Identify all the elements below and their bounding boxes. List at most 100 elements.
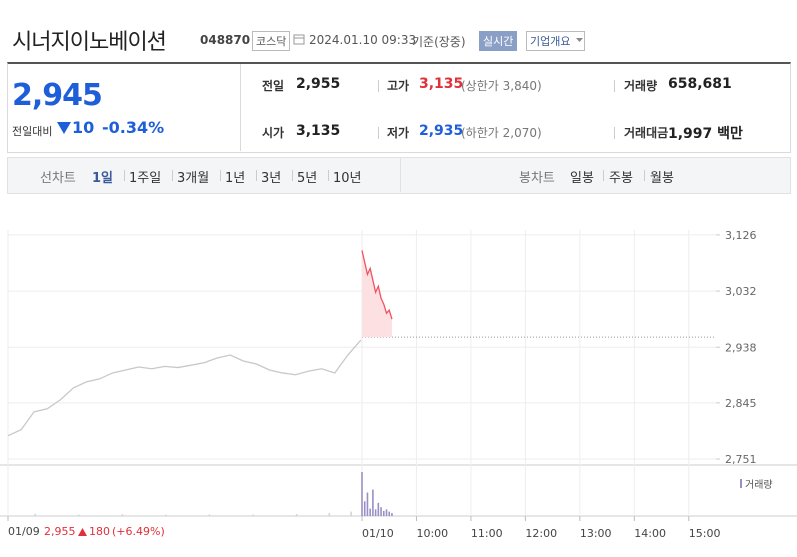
candle-label: 봉차트 <box>519 171 555 186</box>
y-tick-label: 2,751 <box>725 453 757 466</box>
x-tick-label: 13:00 <box>580 527 612 540</box>
period-tab[interactable]: 1주일 <box>129 171 162 186</box>
divider <box>240 64 241 151</box>
volume-bar <box>350 511 352 516</box>
volume-bar <box>377 502 380 516</box>
divider <box>256 170 257 181</box>
stat-value: 3,135 <box>296 123 341 139</box>
price-line <box>7 339 362 437</box>
stat-limit: (하한가 2,070) <box>461 126 542 140</box>
x-tick-label: 12:00 <box>525 527 557 540</box>
volume-bar <box>391 513 393 516</box>
divider <box>614 80 615 92</box>
period-tab[interactable]: 1년 <box>225 171 246 186</box>
divider <box>172 170 173 181</box>
stat-label: 거래량 <box>624 79 658 93</box>
stat-value: 2,935 <box>419 123 464 139</box>
volume-bar <box>295 514 298 516</box>
summary-box <box>7 62 791 153</box>
x-tick-label: 10:00 <box>416 527 448 540</box>
change-label: 전일대비 <box>12 125 53 138</box>
price-line <box>361 250 393 320</box>
stat-limit: (상한가 3,840) <box>461 79 542 93</box>
stat-label: 전일 <box>262 79 285 93</box>
volume-bar <box>382 510 385 516</box>
period-tab[interactable]: 3년 <box>261 171 282 186</box>
period-tab[interactable]: 1일 <box>92 171 114 186</box>
legend-swatch <box>740 479 742 488</box>
y-tick-label: 2,938 <box>725 341 757 354</box>
y-tick-label: 3,126 <box>725 229 757 242</box>
dropdown-icon <box>576 38 583 42</box>
chart: 2,751 2,845 2,938 3,032 3,126 01/10 10:00 11:00… <box>0 229 797 540</box>
divider <box>614 127 615 139</box>
footer-close: 2,955 <box>44 525 76 538</box>
stat-value: 2,955 <box>296 76 341 92</box>
tab-bar <box>7 157 791 194</box>
stock-name: 시너지이노베이션 <box>12 30 167 55</box>
divider <box>220 170 221 181</box>
x-tick-label: 01/10 <box>362 527 394 540</box>
basis: 기준(장중) <box>412 35 466 49</box>
area-fill <box>362 250 392 338</box>
divider <box>292 170 293 181</box>
volume-bar <box>78 514 80 516</box>
volume-bar <box>208 514 211 516</box>
realtime-button[interactable]: 실시간 <box>479 31 518 51</box>
volume-bar <box>369 508 371 516</box>
divider <box>400 158 401 192</box>
period-tab[interactable]: 3개월 <box>177 171 210 186</box>
market-badge: 코스닥 <box>252 31 291 51</box>
period-tab[interactable]: 10년 <box>333 171 362 186</box>
divider <box>124 170 125 181</box>
volume-bar <box>361 472 363 516</box>
volume-bar <box>165 514 167 516</box>
divider <box>644 170 645 181</box>
volume-bar <box>252 514 254 516</box>
candle-tab[interactable]: 월봉 <box>650 171 674 186</box>
y-tick-label: 2,845 <box>725 397 757 410</box>
footer-change-pct: (+6.49%) <box>112 525 165 538</box>
volume-bar <box>388 511 391 516</box>
divider <box>328 170 329 181</box>
volume-bar <box>372 489 374 516</box>
x-tick-label: 14:00 <box>634 527 666 540</box>
footer-change: 180 <box>89 525 110 538</box>
volume-bar <box>366 492 369 516</box>
x-tick-label: 15:00 <box>689 527 721 540</box>
down-arrow <box>57 122 71 134</box>
change-pct: -0.34% <box>102 118 165 137</box>
volume-bar <box>34 513 37 516</box>
candle-tab[interactable]: 주봉 <box>609 171 633 186</box>
divider <box>378 80 379 92</box>
volume-bar <box>374 509 377 516</box>
up-arrow <box>78 528 87 536</box>
datetime: 2024.01.10 09:33 <box>309 33 417 47</box>
calendar-icon <box>293 34 305 45</box>
volume-bar <box>385 509 388 516</box>
stat-label: 고가 <box>387 79 410 93</box>
volume-bar <box>121 514 124 516</box>
stat-value: 1,997 백만 <box>668 126 743 142</box>
volume-bar <box>380 507 382 516</box>
x-tick-label: 11:00 <box>471 527 503 540</box>
stat-label: 저가 <box>387 126 410 140</box>
period-tab[interactable]: 5년 <box>297 171 318 186</box>
divider <box>603 170 604 181</box>
stat-value: 658,681 <box>668 76 732 92</box>
footer-date: 01/09 <box>8 525 40 538</box>
stat-label: 시가 <box>262 126 285 140</box>
volume-bar <box>363 501 366 516</box>
legend-label: 거래량 <box>745 479 773 491</box>
candle-tab[interactable]: 일봉 <box>570 171 594 186</box>
y-tick-label: 3,032 <box>725 285 757 298</box>
line-label: 선차트 <box>40 171 76 186</box>
overview-button[interactable]: 기업개요 <box>526 31 586 51</box>
stock-code: 048870 <box>200 33 251 47</box>
stat-label: 거래대금 <box>624 126 669 140</box>
stat-value: 3,135 <box>419 76 464 92</box>
change: 10 <box>72 118 95 137</box>
current-price: 2,945 <box>12 78 103 113</box>
divider <box>378 127 379 139</box>
